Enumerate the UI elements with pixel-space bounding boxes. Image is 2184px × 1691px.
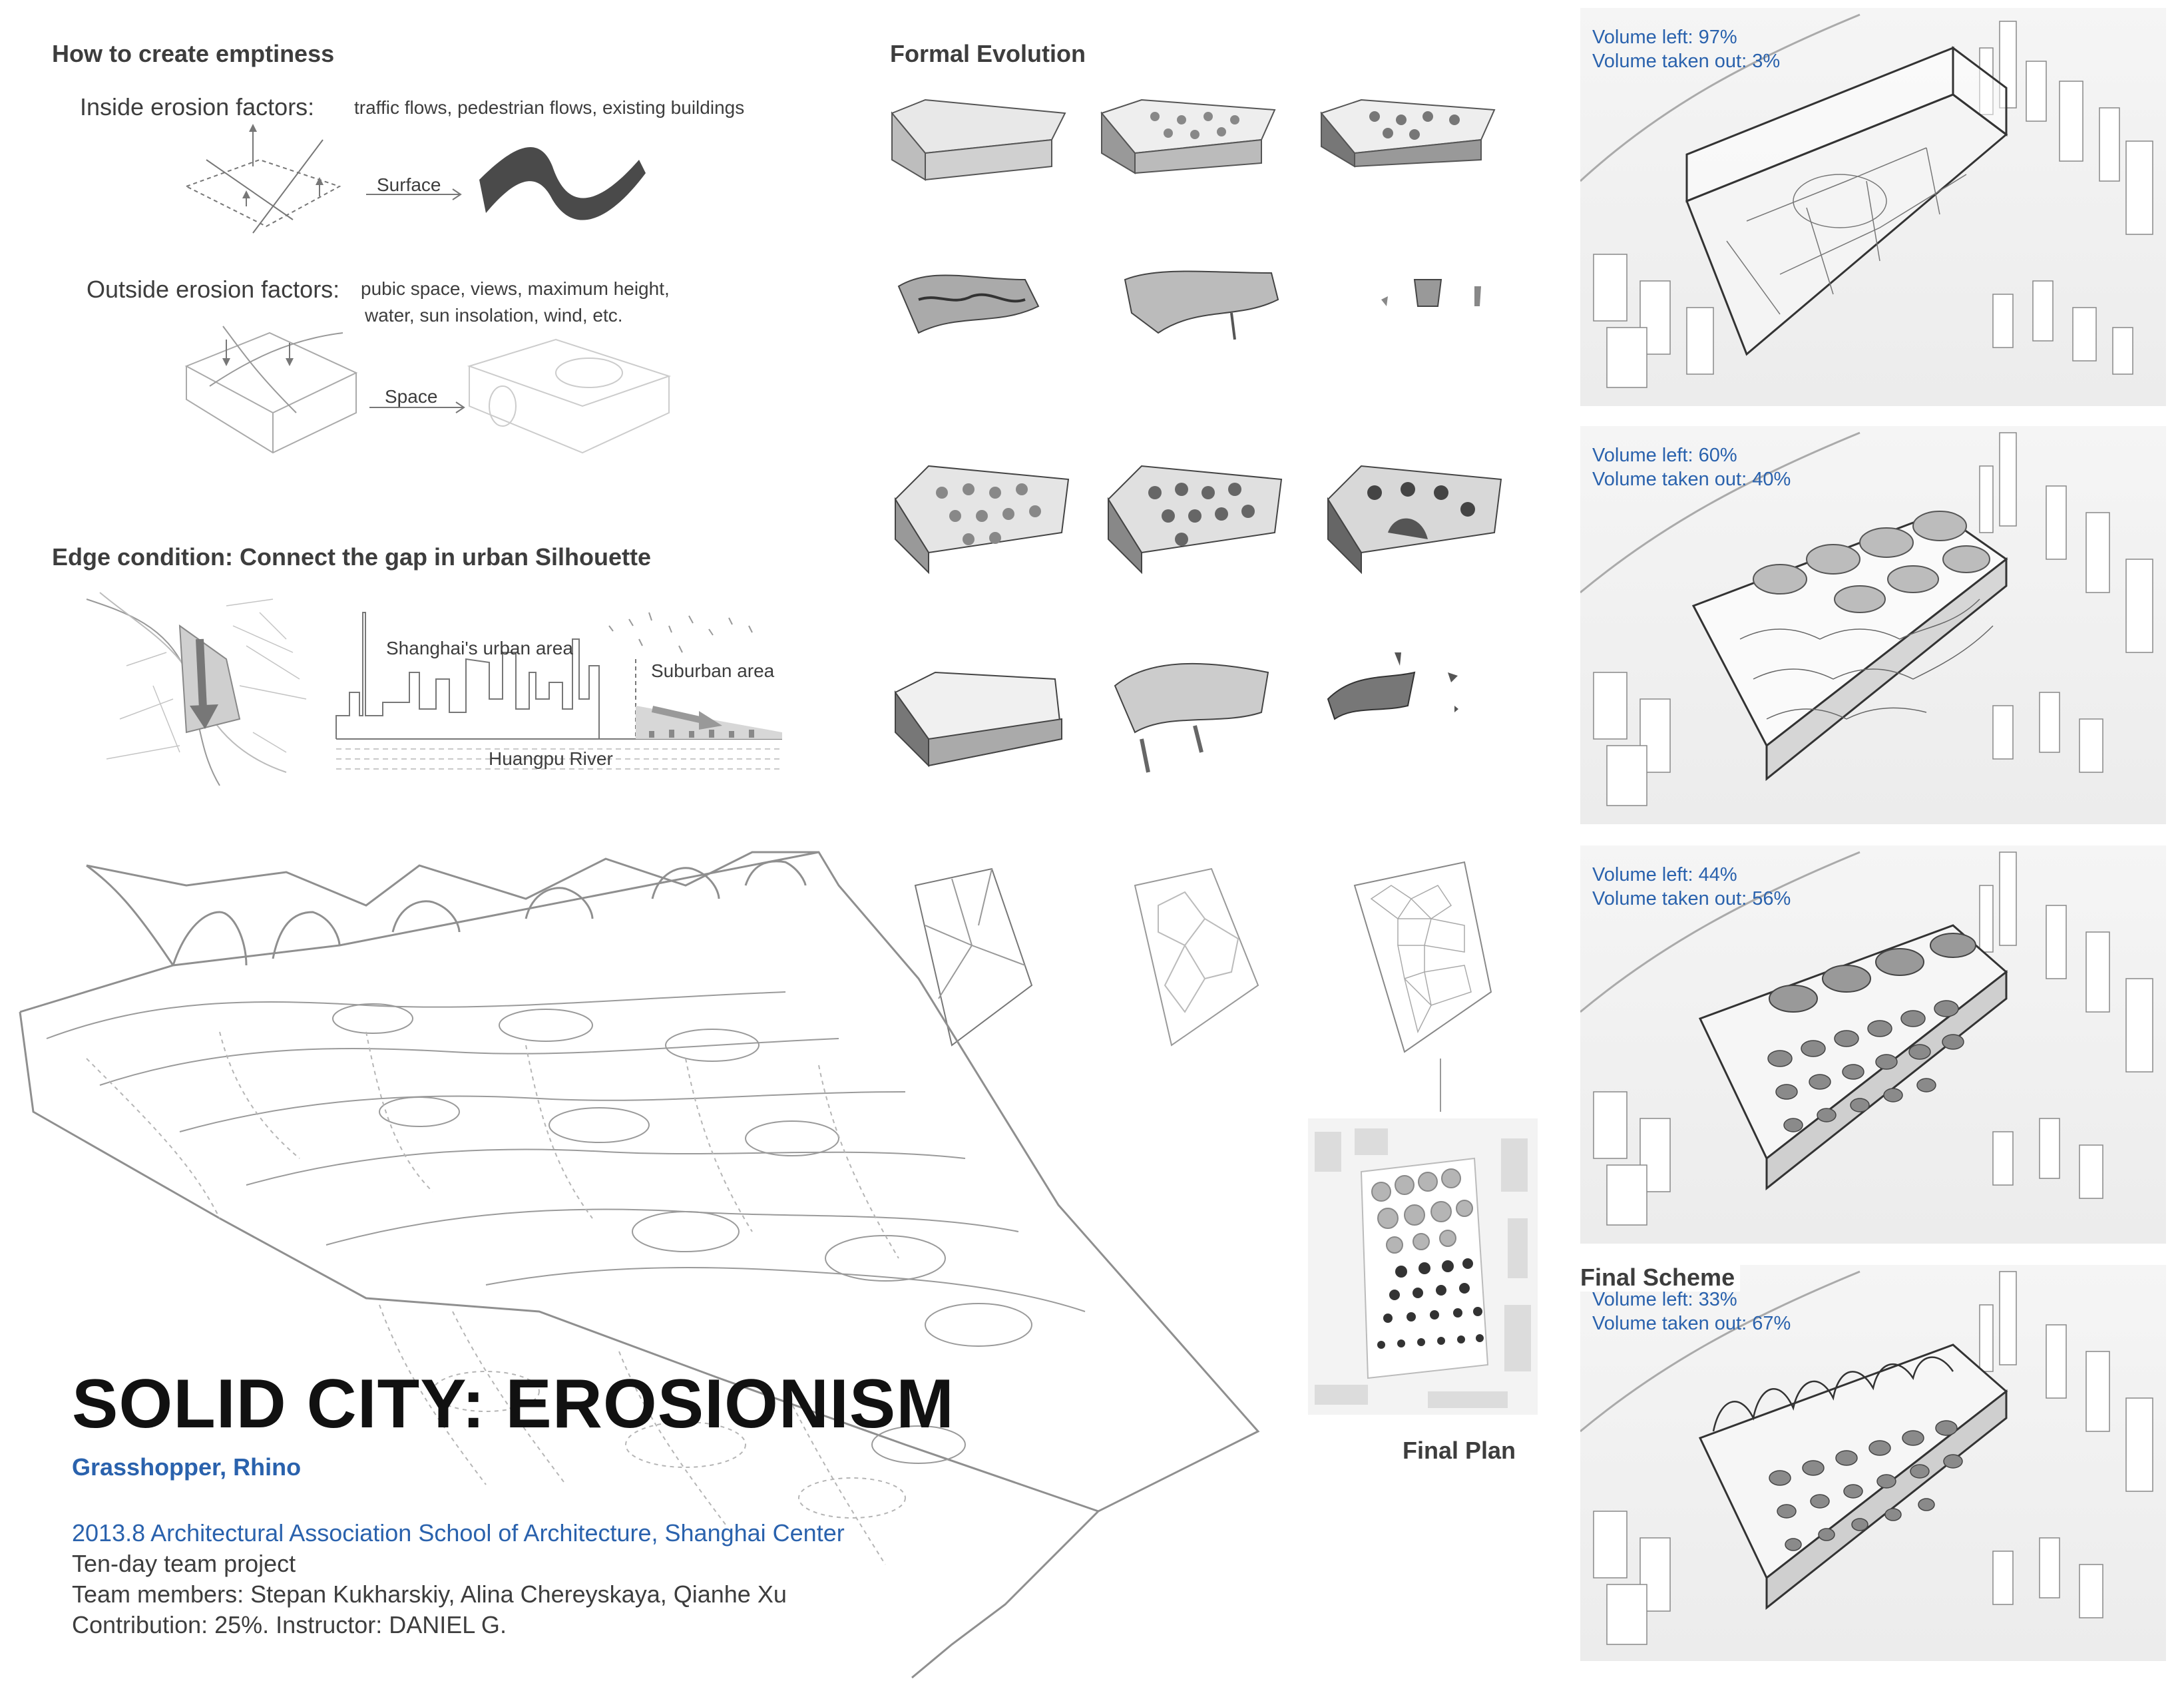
inside-erosion-label: Inside erosion factors: <box>80 93 315 121</box>
inside-erosion-desc: traffic flows, pedestrian flows, existin… <box>354 97 745 118</box>
final-plan-image <box>1308 1118 1538 1415</box>
outside-erosion-diagram <box>184 326 672 454</box>
project-info-line-4: Contribution: 25%. Instructor: DANIEL G. <box>72 1611 507 1638</box>
panel-4-volume-out: Volume taken out: 67% <box>1592 1313 1791 1334</box>
evolution-model-9 <box>1327 465 1502 575</box>
outside-erosion-desc-2: water, sun insolation, wind, etc. <box>365 305 623 326</box>
evolution-model-11 <box>1114 662 1269 773</box>
suburban-area-label: Suburban area <box>651 660 775 681</box>
river-label: Huangpu River <box>489 748 613 769</box>
evolution-model-8 <box>1107 465 1283 575</box>
final-plan-label: Final Plan <box>1403 1437 1516 1464</box>
edge-heading: Edge condition: Connect the gap in urban… <box>52 543 651 571</box>
evolution-model-3 <box>1320 99 1496 168</box>
evolution-model-6 <box>1381 279 1481 307</box>
project-info-line-3: Team members: Stepan Kukharskiy, Alina C… <box>72 1580 787 1608</box>
evolution-model-5 <box>1124 270 1279 340</box>
evolution-model-4 <box>897 274 1040 334</box>
project-title: SOLID CITY: EROSIONISM <box>72 1365 955 1443</box>
plan-sketch-1 <box>914 867 1033 1047</box>
plan-sketch-3 <box>1353 861 1492 1053</box>
project-info-line-1: 2013.8 Architectural Association School … <box>72 1519 845 1547</box>
evolution-model-10 <box>894 671 1063 768</box>
space-label: Space <box>385 386 438 407</box>
evolution-model-7 <box>894 465 1070 575</box>
panel-3-volume-out: Volume taken out: 56% <box>1592 888 1791 909</box>
evolution-model-1 <box>891 99 1066 181</box>
plan-sketch-2 <box>1134 867 1259 1047</box>
panel-1-volume-out: Volume taken out: 3% <box>1592 51 1781 72</box>
city-render-panel-1: Volume left: 97% Volume taken out: 3% <box>1580 8 2166 406</box>
project-tools: Grasshopper, Rhino <box>72 1453 302 1481</box>
panel-3-volume-left: Volume left: 44% <box>1592 864 1737 885</box>
outside-erosion-label: Outside erosion factors: <box>87 276 340 303</box>
panel-2-volume-left: Volume left: 60% <box>1592 445 1737 466</box>
city-render-panel-3: Volume left: 44% Volume taken out: 56% <box>1580 846 2166 1244</box>
panel-1-volume-left: Volume left: 97% <box>1592 27 1737 48</box>
inside-erosion-diagram <box>184 124 646 234</box>
evolution-model-12 <box>1327 652 1458 720</box>
erosion-wireframe-axonometric <box>19 851 1260 1679</box>
formal-evolution-heading: Formal Evolution <box>890 40 1086 67</box>
outside-erosion-desc-1: pubic space, views, maximum height, <box>361 278 670 299</box>
city-render-panel-2: Volume left: 60% Volume taken out: 40% <box>1580 426 2166 824</box>
urban-silhouette-diagram <box>335 612 782 770</box>
evolution-model-2 <box>1100 99 1276 174</box>
final-scheme-label: Final Scheme <box>1580 1264 1741 1292</box>
emptiness-heading: How to create emptiness <box>52 40 335 67</box>
shanghai-map-diagram <box>86 592 307 786</box>
urban-area-label: Shanghai's urban area <box>386 638 573 658</box>
plan-connector-line <box>1440 1059 1441 1112</box>
city-render-panel-4: Volume left: 33% Volume taken out: 67% <box>1580 1265 2166 1661</box>
project-info-line-2: Ten-day team project <box>72 1550 296 1577</box>
surface-label: Surface <box>377 174 441 195</box>
panel-4-volume-left: Volume left: 33% <box>1592 1289 1737 1310</box>
panel-2-volume-out: Volume taken out: 40% <box>1592 469 1791 490</box>
